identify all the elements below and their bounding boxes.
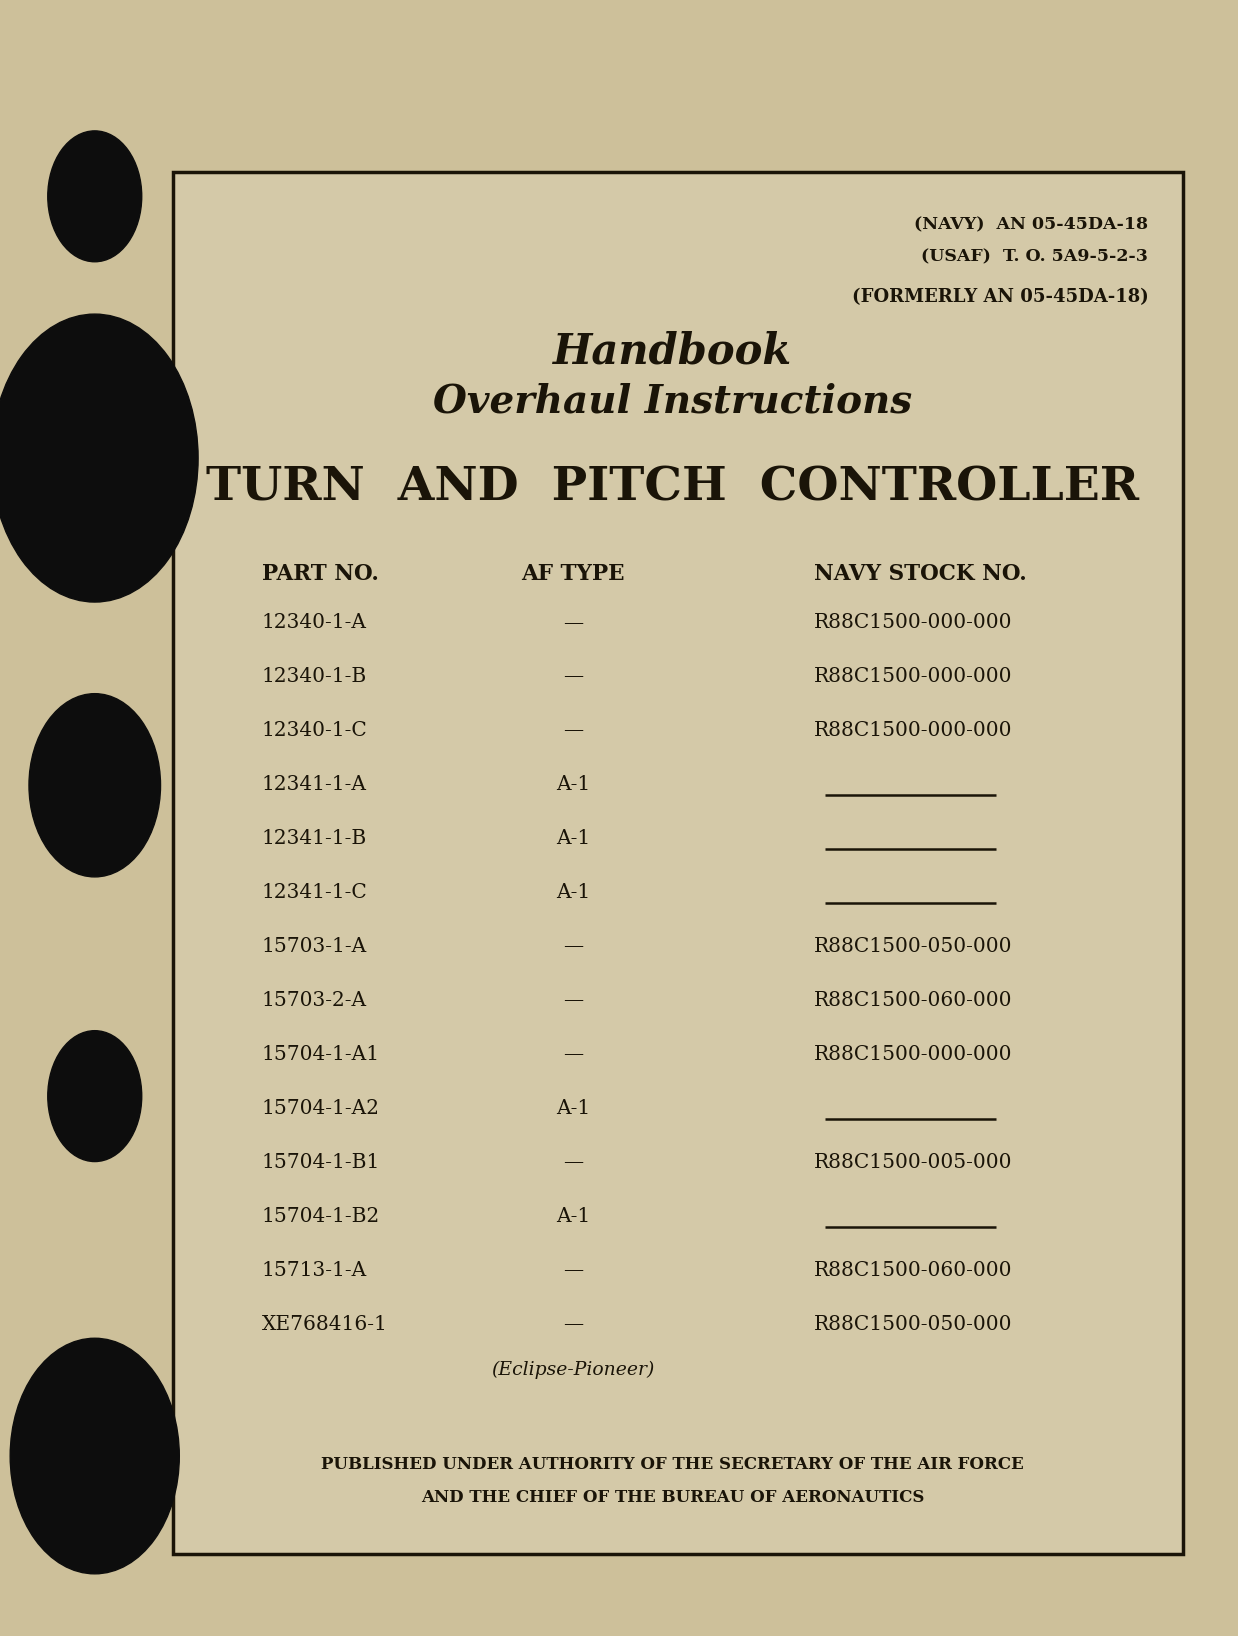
Text: A-1: A-1 xyxy=(556,775,589,795)
Text: R88C1500-005-000: R88C1500-005-000 xyxy=(813,1153,1011,1173)
Text: NAVY STOCK NO.: NAVY STOCK NO. xyxy=(813,563,1026,584)
Text: 12340-1-B: 12340-1-B xyxy=(261,667,366,687)
Text: PUBLISHED UNDER AUTHORITY OF THE SECRETARY OF THE AIR FORCE: PUBLISHED UNDER AUTHORITY OF THE SECRETA… xyxy=(321,1456,1024,1472)
Text: 15704-1-A2: 15704-1-A2 xyxy=(261,1099,380,1119)
Text: A-1: A-1 xyxy=(556,829,589,849)
Text: 12341-1-B: 12341-1-B xyxy=(261,829,366,849)
Text: R88C1500-000-000: R88C1500-000-000 xyxy=(813,614,1011,633)
Text: 12340-1-A: 12340-1-A xyxy=(261,614,366,633)
Text: —: — xyxy=(563,1045,583,1065)
Circle shape xyxy=(0,314,198,602)
Text: R88C1500-050-000: R88C1500-050-000 xyxy=(813,1315,1011,1335)
Circle shape xyxy=(48,1031,141,1162)
Text: —: — xyxy=(563,1261,583,1281)
Text: —: — xyxy=(563,1315,583,1335)
Text: (FORMERLY AN 05-45DA-18): (FORMERLY AN 05-45DA-18) xyxy=(852,288,1149,306)
Text: A-1: A-1 xyxy=(556,883,589,903)
Text: R88C1500-000-000: R88C1500-000-000 xyxy=(813,667,1011,687)
Circle shape xyxy=(10,1338,180,1574)
Text: (Eclipse-Pioneer): (Eclipse-Pioneer) xyxy=(491,1361,655,1379)
Circle shape xyxy=(28,694,161,877)
Text: 15704-1-A1: 15704-1-A1 xyxy=(261,1045,380,1065)
Text: R88C1500-050-000: R88C1500-050-000 xyxy=(813,937,1011,957)
Text: R88C1500-060-000: R88C1500-060-000 xyxy=(813,991,1011,1011)
Text: —: — xyxy=(563,721,583,741)
Text: TURN  AND  PITCH  CONTROLLER: TURN AND PITCH CONTROLLER xyxy=(206,465,1139,510)
Text: R88C1500-000-000: R88C1500-000-000 xyxy=(813,1045,1011,1065)
Text: Handbook: Handbook xyxy=(553,330,792,373)
Bar xyxy=(173,172,1184,1554)
Text: 15703-1-A: 15703-1-A xyxy=(261,937,366,957)
Text: —: — xyxy=(563,937,583,957)
Text: A-1: A-1 xyxy=(556,1207,589,1227)
Text: XE768416-1: XE768416-1 xyxy=(261,1315,387,1335)
Text: —: — xyxy=(563,1153,583,1173)
Text: AF TYPE: AF TYPE xyxy=(521,563,624,584)
Text: R88C1500-000-000: R88C1500-000-000 xyxy=(813,721,1011,741)
Text: —: — xyxy=(563,614,583,633)
Text: 15703-2-A: 15703-2-A xyxy=(261,991,366,1011)
Text: (USAF)  T. O. 5A9-5-2-3: (USAF) T. O. 5A9-5-2-3 xyxy=(921,249,1149,265)
Text: A-1: A-1 xyxy=(556,1099,589,1119)
Text: 15713-1-A: 15713-1-A xyxy=(261,1261,366,1281)
Text: 12341-1-C: 12341-1-C xyxy=(261,883,368,903)
Text: 12341-1-A: 12341-1-A xyxy=(261,775,366,795)
Circle shape xyxy=(48,131,141,262)
Text: —: — xyxy=(563,991,583,1011)
Text: —: — xyxy=(563,667,583,687)
Text: 15704-1-B1: 15704-1-B1 xyxy=(261,1153,380,1173)
Text: R88C1500-060-000: R88C1500-060-000 xyxy=(813,1261,1011,1281)
Text: Overhaul Instructions: Overhaul Instructions xyxy=(433,383,912,420)
Text: 12340-1-C: 12340-1-C xyxy=(261,721,368,741)
Text: (NAVY)  AN 05-45DA-18: (NAVY) AN 05-45DA-18 xyxy=(914,216,1149,232)
Text: AND THE CHIEF OF THE BUREAU OF AERONAUTICS: AND THE CHIEF OF THE BUREAU OF AERONAUTI… xyxy=(421,1489,925,1505)
Text: PART NO.: PART NO. xyxy=(261,563,379,584)
Text: 15704-1-B2: 15704-1-B2 xyxy=(261,1207,380,1227)
